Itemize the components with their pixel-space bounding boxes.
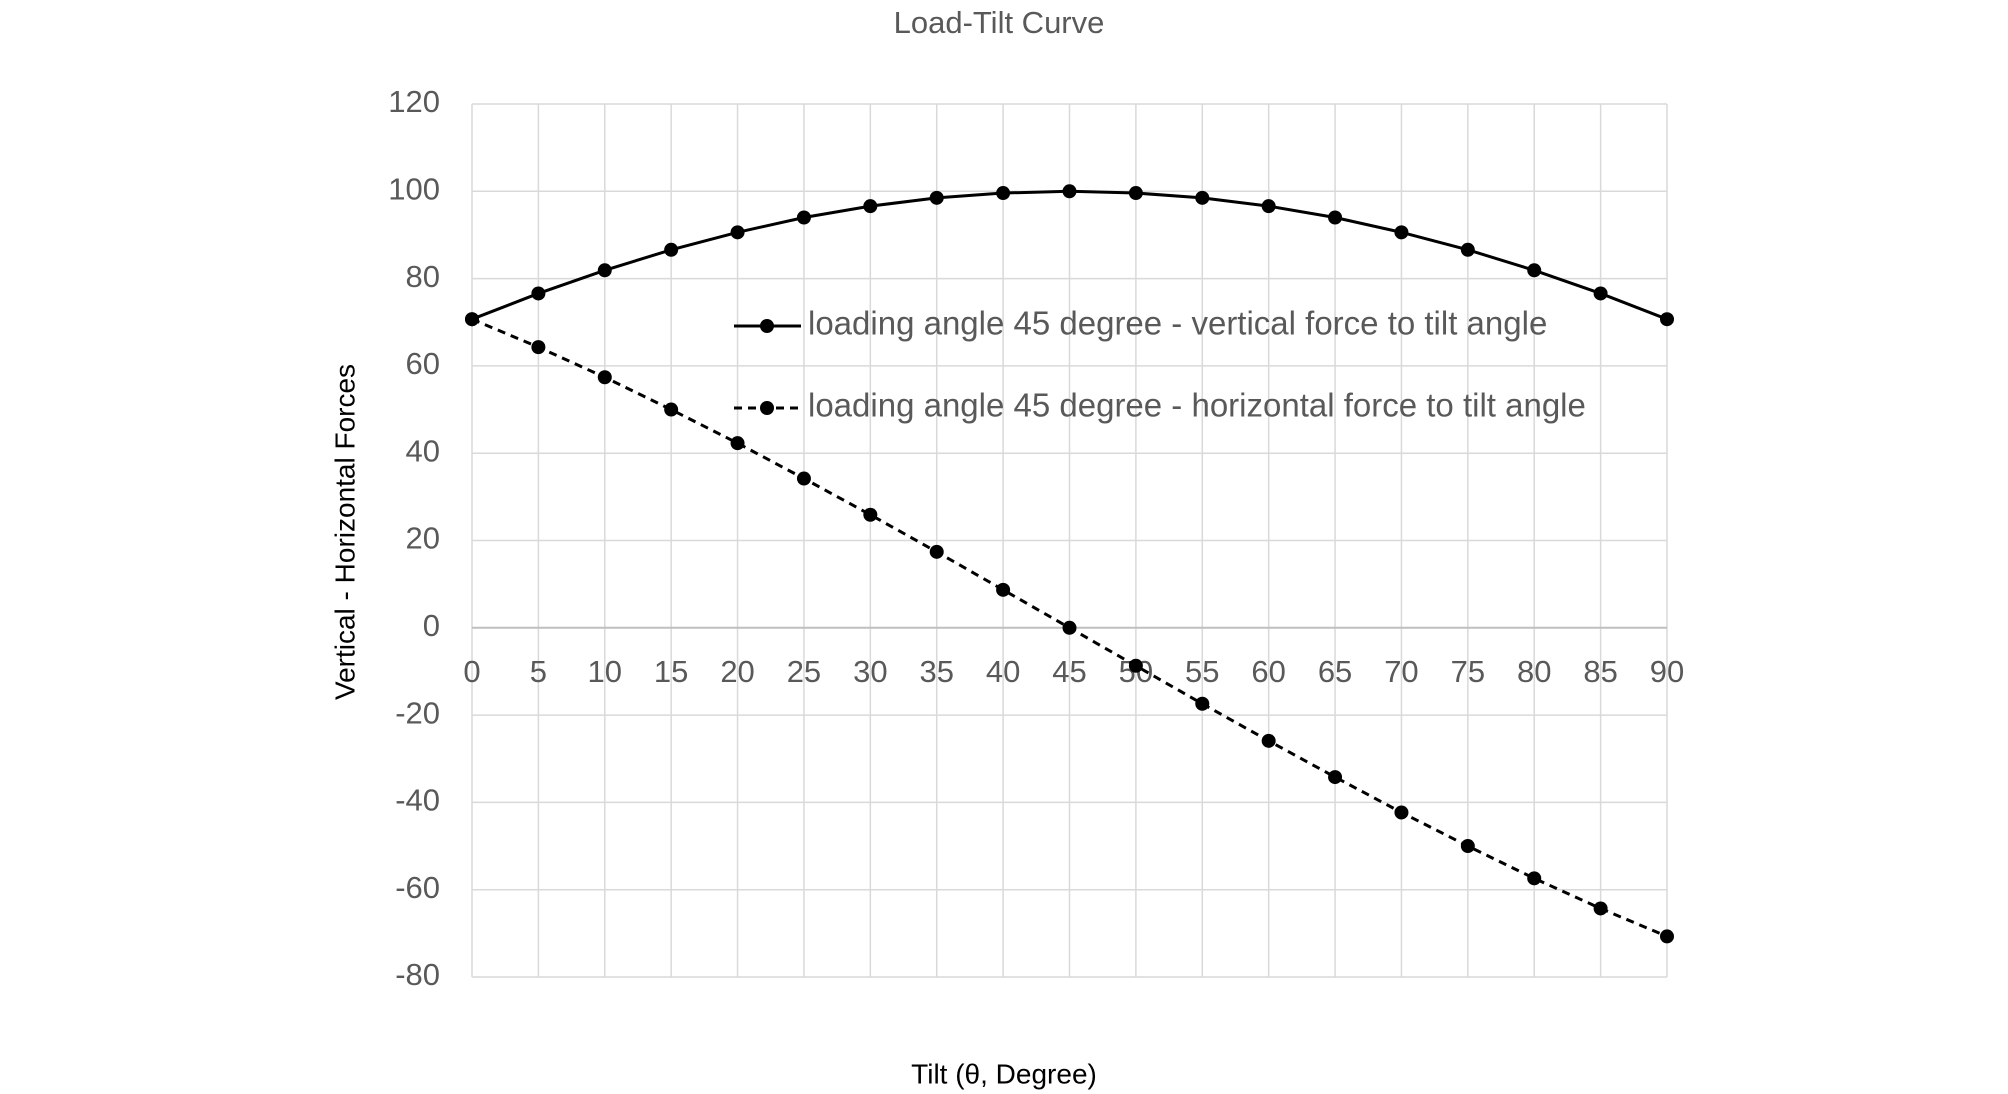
data-point (465, 312, 479, 327)
data-point (1527, 871, 1542, 886)
x-tick-label: 25 (787, 654, 821, 689)
data-point (664, 402, 679, 417)
data-point (929, 190, 944, 205)
legend-label: loading angle 45 degree - horizontal for… (808, 387, 1586, 424)
x-tick-label: 90 (1650, 654, 1684, 689)
data-point (863, 507, 878, 522)
data-point (1660, 312, 1674, 327)
y-tick-label: 120 (388, 84, 440, 119)
x-tick-label: 15 (654, 654, 688, 689)
x-tick-label: 75 (1451, 654, 1485, 689)
data-point (1460, 839, 1475, 854)
y-axis-title: Vertical - Horizontal Forces (329, 364, 360, 700)
x-tick-label: 30 (853, 654, 887, 689)
y-tick-label: 40 (406, 433, 440, 468)
data-point (597, 370, 612, 385)
x-tick-label: 65 (1318, 654, 1352, 689)
data-point (1394, 225, 1409, 240)
data-point (1128, 658, 1143, 673)
data-point (796, 471, 811, 486)
data-point (996, 186, 1011, 201)
y-tick-label: 0 (423, 608, 440, 643)
data-point (1261, 733, 1276, 748)
data-point (1593, 286, 1608, 301)
data-point (730, 225, 745, 240)
x-tick-label: 85 (1583, 654, 1617, 689)
x-axis-title: Tilt (θ, Degree) (911, 1058, 1097, 1089)
data-point (1128, 186, 1143, 201)
data-point (531, 286, 546, 301)
data-point (929, 544, 944, 559)
x-tick-label: 20 (720, 654, 754, 689)
data-point (1394, 805, 1409, 820)
y-tick-label: -20 (395, 695, 440, 730)
x-tick-label: 35 (919, 654, 953, 689)
y-tick-label: 20 (406, 521, 440, 556)
data-point (863, 199, 878, 214)
x-tick-label: 0 (463, 654, 480, 689)
x-tick-label: 55 (1185, 654, 1219, 689)
data-point (1195, 696, 1210, 711)
y-tick-label: -60 (395, 870, 440, 905)
y-tick-label: 80 (406, 259, 440, 294)
data-point (1062, 184, 1077, 199)
data-point (1593, 901, 1608, 916)
data-point (730, 436, 745, 451)
x-tick-label: 70 (1384, 654, 1418, 689)
y-tick-label: -40 (395, 783, 440, 818)
legend-marker (760, 401, 774, 415)
data-point (1062, 620, 1077, 635)
data-point (1328, 770, 1343, 785)
data-point (1527, 263, 1542, 278)
x-tick-label: 5 (530, 654, 547, 689)
x-tick-label: 10 (588, 654, 622, 689)
data-point (1328, 210, 1343, 225)
y-tick-label: -80 (395, 957, 440, 992)
x-tick-label: 45 (1052, 654, 1086, 689)
data-point (1660, 929, 1674, 944)
x-tick-label: 80 (1517, 654, 1551, 689)
data-point (1261, 199, 1276, 214)
x-tick-label: 40 (986, 654, 1020, 689)
data-point (531, 340, 546, 355)
data-point (1460, 242, 1475, 257)
data-point (664, 242, 679, 257)
y-tick-label: 60 (406, 346, 440, 381)
y-tick-label: 100 (388, 171, 440, 206)
legend-marker (760, 319, 774, 333)
chart-title: Load-Tilt Curve (894, 5, 1105, 40)
data-point (796, 210, 811, 225)
x-tick-label: 60 (1251, 654, 1285, 689)
data-point (597, 263, 612, 278)
data-point (1195, 190, 1210, 205)
legend-label: loading angle 45 degree - vertical force… (808, 305, 1547, 342)
data-point (996, 582, 1011, 597)
